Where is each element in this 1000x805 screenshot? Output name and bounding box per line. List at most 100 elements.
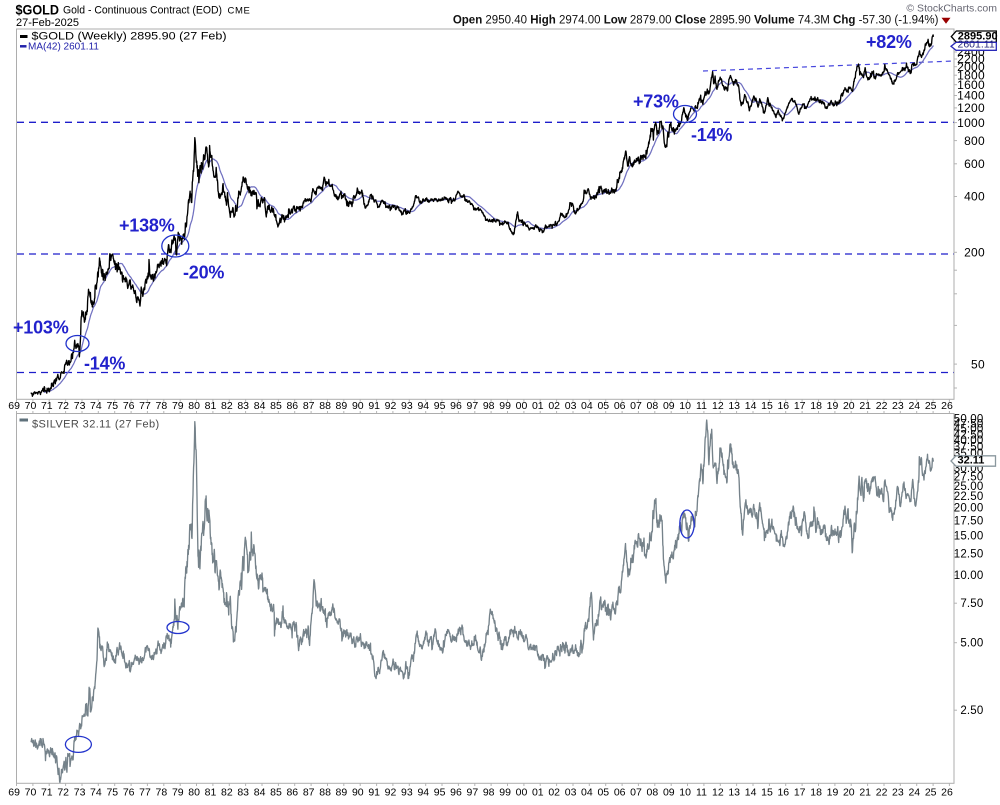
svg-text:MA(42) 2601.11: MA(42) 2601.11	[28, 42, 99, 53]
svg-text:98: 98	[483, 400, 495, 412]
svg-text:08: 08	[647, 787, 659, 799]
svg-text:86: 86	[286, 787, 298, 799]
svg-text:-20%: -20%	[183, 263, 224, 283]
svg-text:+73%: +73%	[633, 92, 679, 112]
svg-text:17.50: 17.50	[954, 516, 984, 528]
svg-text:84: 84	[254, 400, 266, 412]
svg-text:Gold - Continuous Contract (EO: Gold - Continuous Contract (EOD)	[63, 5, 222, 17]
svg-text:93: 93	[401, 400, 413, 412]
svg-text:$GOLD: $GOLD	[16, 2, 60, 18]
svg-text:86: 86	[286, 400, 298, 412]
svg-text:22: 22	[876, 787, 888, 799]
svg-text:81: 81	[205, 787, 217, 799]
svg-text:11: 11	[696, 400, 707, 412]
svg-text:11: 11	[696, 787, 707, 799]
svg-text:94: 94	[417, 787, 429, 799]
svg-text:27-Feb-2025: 27-Feb-2025	[16, 17, 79, 29]
svg-text:1000: 1000	[957, 116, 985, 130]
svg-text:32.11: 32.11	[958, 455, 985, 467]
svg-text:25.00: 25.00	[954, 481, 984, 493]
svg-text:02: 02	[548, 400, 560, 412]
svg-text:47.50: 47.50	[954, 418, 984, 430]
svg-text:77: 77	[139, 400, 151, 412]
svg-text:1600: 1600	[957, 78, 985, 92]
svg-text:95: 95	[434, 787, 446, 799]
svg-text:1800: 1800	[957, 68, 985, 82]
svg-text:2000: 2000	[957, 60, 985, 74]
svg-text:5.00: 5.00	[960, 638, 983, 650]
svg-text:85: 85	[270, 787, 282, 799]
svg-text:78: 78	[156, 787, 168, 799]
svg-text:24: 24	[908, 400, 920, 412]
svg-text:92: 92	[385, 400, 397, 412]
svg-text:82: 82	[221, 787, 233, 799]
svg-text:07: 07	[630, 787, 642, 799]
svg-text:76: 76	[123, 787, 135, 799]
svg-text:24: 24	[908, 787, 920, 799]
svg-text:06: 06	[614, 787, 626, 799]
svg-text:20: 20	[843, 787, 855, 799]
svg-text:2601.11: 2601.11	[958, 39, 995, 51]
svg-text:83: 83	[237, 787, 249, 799]
svg-text:18: 18	[810, 400, 822, 412]
svg-text:23: 23	[892, 787, 904, 799]
svg-text:95: 95	[434, 400, 446, 412]
svg-text:42.50: 42.50	[954, 429, 984, 441]
svg-text:13: 13	[728, 787, 740, 799]
svg-text:85: 85	[270, 400, 282, 412]
svg-text:10: 10	[679, 787, 691, 799]
svg-text:71: 71	[41, 400, 53, 412]
svg-text:16: 16	[777, 787, 789, 799]
svg-text:01: 01	[532, 400, 544, 412]
svg-text:26: 26	[941, 787, 953, 799]
svg-text:91: 91	[368, 400, 380, 412]
svg-text:20: 20	[843, 400, 855, 412]
svg-text:1400: 1400	[957, 89, 985, 103]
svg-text:40.00: 40.00	[954, 435, 984, 447]
svg-text:© StockCharts.com: © StockCharts.com	[906, 3, 997, 15]
svg-text:12: 12	[712, 400, 724, 412]
svg-text:69: 69	[8, 787, 20, 799]
svg-text:400: 400	[964, 190, 985, 204]
svg-text:10.00: 10.00	[954, 570, 984, 582]
svg-text:20.00: 20.00	[954, 503, 984, 515]
svg-text:70: 70	[25, 400, 37, 412]
svg-text:89: 89	[336, 400, 348, 412]
svg-text:$GOLD (Weekly) 2895.90 (27 Feb: $GOLD (Weekly) 2895.90 (27 Feb)	[32, 30, 227, 42]
svg-text:+138%: +138%	[119, 216, 175, 236]
svg-text:200: 200	[964, 246, 985, 260]
svg-text:09: 09	[663, 400, 675, 412]
svg-text:25: 25	[925, 787, 937, 799]
svg-text:17: 17	[794, 400, 806, 412]
svg-text:13: 13	[728, 400, 740, 412]
svg-text:80: 80	[188, 400, 200, 412]
svg-text:03: 03	[565, 400, 577, 412]
svg-text:87: 87	[303, 787, 315, 799]
svg-text:2.50: 2.50	[960, 705, 983, 717]
svg-text:1200: 1200	[957, 101, 985, 115]
svg-text:73: 73	[74, 400, 86, 412]
svg-text:27.50: 27.50	[954, 472, 984, 484]
svg-text:70: 70	[25, 787, 37, 799]
svg-text:37.50: 37.50	[954, 441, 984, 453]
svg-text:79: 79	[172, 787, 184, 799]
svg-text:2895.90: 2895.90	[958, 31, 998, 43]
svg-text:04: 04	[581, 787, 593, 799]
svg-text:82: 82	[221, 400, 233, 412]
svg-text:15: 15	[761, 400, 773, 412]
svg-text:91: 91	[368, 787, 380, 799]
svg-text:76: 76	[123, 400, 135, 412]
svg-text:97: 97	[467, 400, 479, 412]
svg-text:98: 98	[483, 787, 495, 799]
svg-text:+82%: +82%	[866, 32, 912, 52]
svg-text:10: 10	[679, 400, 691, 412]
svg-text:74: 74	[90, 400, 102, 412]
svg-text:15.00: 15.00	[954, 531, 984, 543]
svg-text:78: 78	[156, 400, 168, 412]
svg-text:09: 09	[663, 787, 675, 799]
svg-text:16: 16	[777, 400, 789, 412]
svg-text:06: 06	[614, 400, 626, 412]
svg-text:800: 800	[964, 134, 985, 148]
svg-text:03: 03	[565, 787, 577, 799]
svg-text:02: 02	[548, 787, 560, 799]
